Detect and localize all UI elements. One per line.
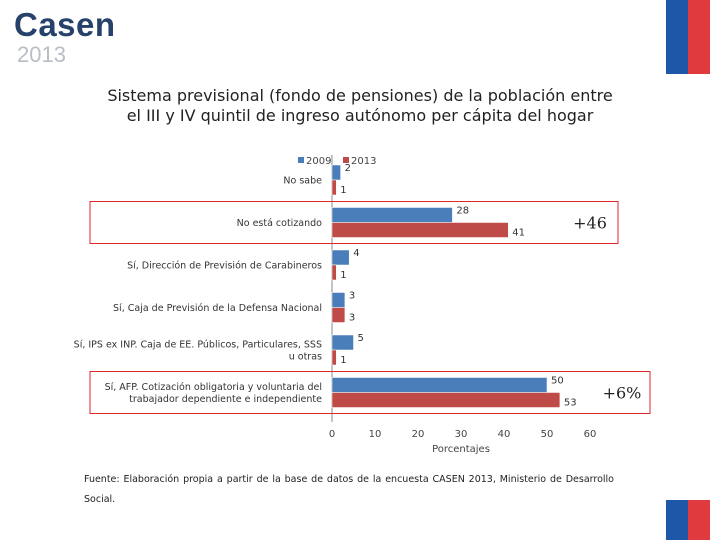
casen-logo: Casen: [14, 6, 116, 43]
x-axis-label: Porcentajes: [432, 444, 490, 455]
x-tick-label: 30: [455, 429, 468, 440]
data-label-2009: 5: [358, 333, 364, 344]
flag-stripe-top: [666, 0, 710, 74]
source-note: Fuente: Elaboración propia a partir de l…: [84, 474, 614, 505]
change-annotation: +6%: [603, 384, 642, 403]
bar-2009: [331, 292, 346, 308]
bar-2013: [331, 264, 337, 281]
chart-title-line-2: el III y IV quintil de ingreso autónomo …: [126, 106, 594, 125]
data-label-2009: 50: [551, 376, 564, 387]
change-annotation: +46: [573, 214, 607, 233]
legend-label-2009: 2009: [306, 156, 331, 167]
bar-2013: [331, 222, 509, 238]
legend-swatch-2013: [343, 157, 349, 163]
bar-2009: [331, 334, 354, 351]
data-label-2013: 1: [340, 185, 346, 196]
category-label: Sí, IPS ex INP. Caja de EE. Públicos, Pa…: [74, 340, 322, 351]
data-label-2013: 1: [340, 355, 346, 366]
data-label-2009: 2: [345, 163, 351, 174]
category-label: Sí, Dirección de Previsión de Carabinero…: [127, 261, 322, 272]
data-label-2009: 4: [353, 248, 359, 259]
data-label-2013: 53: [564, 398, 577, 409]
bar-2013: [331, 349, 337, 366]
category-label: Sí, Caja de Previsión de la Defensa Naci…: [113, 303, 322, 314]
x-tick-label: 20: [412, 429, 425, 440]
x-tick-label: 50: [541, 429, 554, 440]
category-label: Sí, AFP. Cotización obligatoria y volunt…: [105, 382, 322, 393]
data-label-2009: 3: [349, 291, 355, 302]
x-tick-label: 0: [329, 429, 335, 440]
bar-2013: [331, 392, 561, 408]
x-tick-label: 10: [369, 429, 382, 440]
bar-2013: [331, 307, 346, 323]
highlight-box: [89, 201, 619, 244]
legend-label-2013: 2013: [351, 156, 376, 167]
bar-2009: [331, 249, 350, 266]
chart-title: Sistema previsional (fondo de pensiones)…: [40, 86, 680, 126]
data-label-2013: 1: [340, 270, 346, 281]
data-label-2013: 41: [512, 228, 525, 239]
data-label-2013: 3: [349, 313, 355, 324]
bar-2009: [331, 207, 453, 223]
bar-2009: [331, 164, 341, 181]
highlight-box: [89, 371, 651, 414]
casen-logo-year: 2013: [17, 42, 66, 67]
bar-2013: [331, 179, 337, 196]
x-tick-label: 40: [498, 429, 511, 440]
category-label: trabajador dependiente e independiente: [129, 394, 322, 405]
category-label: No está cotizando: [237, 218, 323, 229]
legend-swatch-2009: [298, 157, 304, 163]
category-label: No sabe: [283, 176, 322, 187]
bar-2009: [331, 377, 548, 393]
chart-title-line-1: Sistema previsional (fondo de pensiones)…: [107, 86, 613, 105]
category-label: u otras: [289, 352, 322, 363]
data-label-2009: 28: [456, 206, 469, 217]
flag-stripe-bottom: [666, 500, 710, 540]
x-tick-label: 60: [584, 429, 597, 440]
